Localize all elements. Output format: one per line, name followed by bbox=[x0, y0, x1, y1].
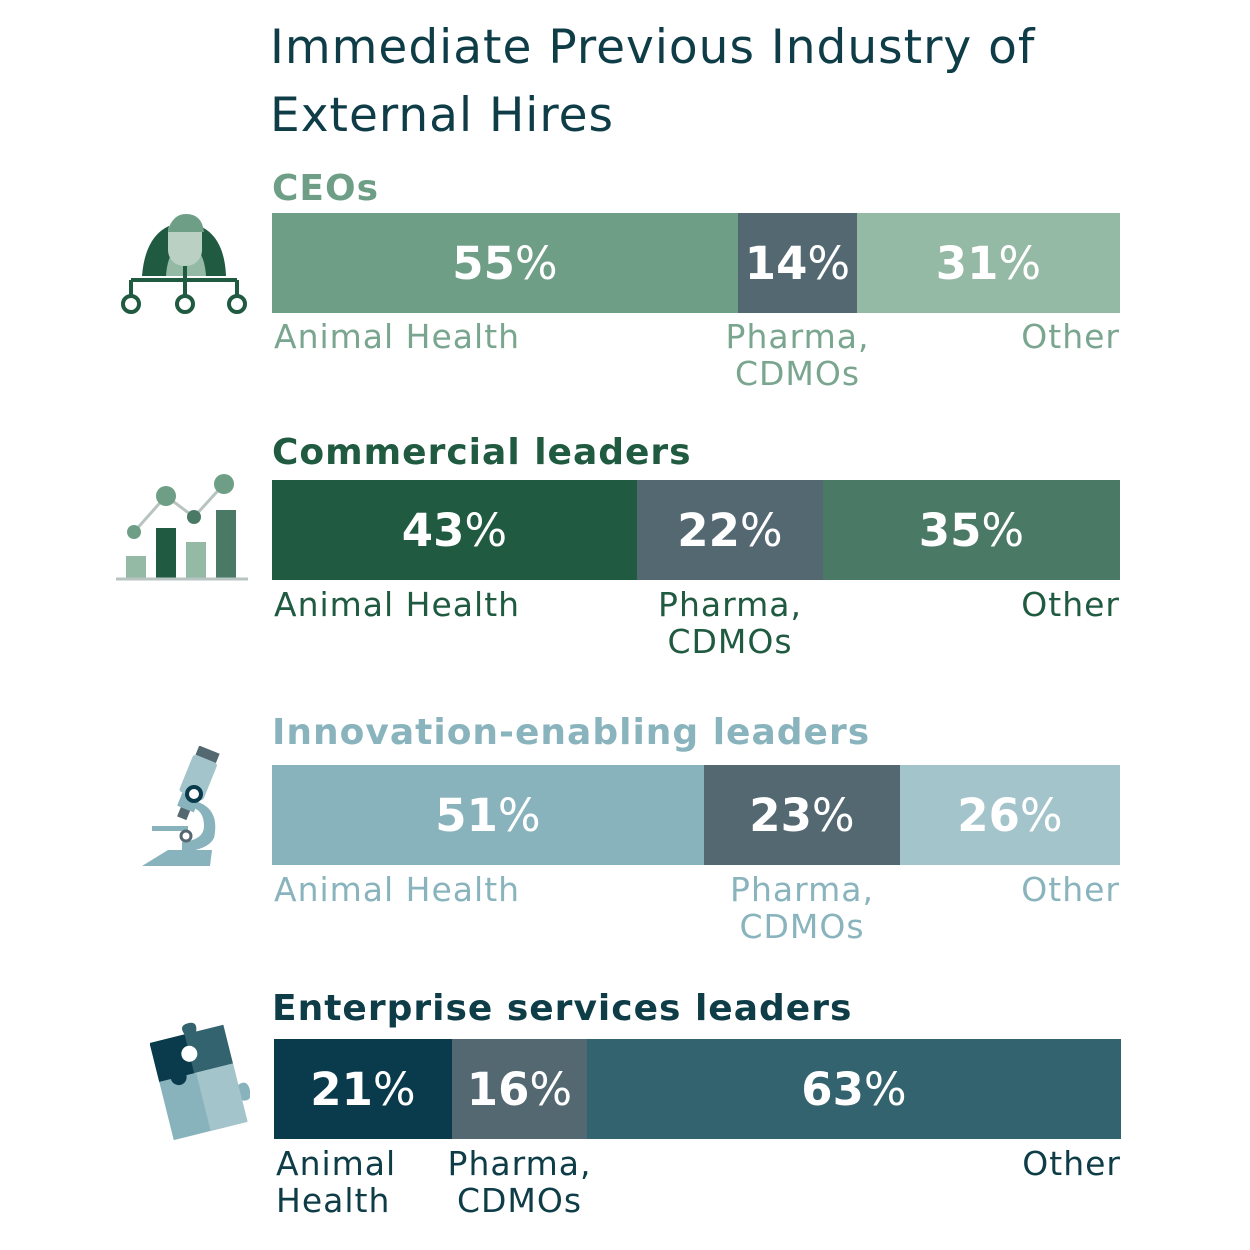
category-label-line: Other bbox=[1021, 317, 1120, 356]
data-label-unit: % bbox=[514, 236, 558, 290]
bar-enterprise-services-leaders: 21% 16% 63% bbox=[274, 1039, 1121, 1139]
data-label-value: 35 bbox=[918, 503, 982, 557]
data-label-value: 51 bbox=[435, 788, 498, 842]
bar-segment-pharma-cdmos: 22% bbox=[637, 480, 823, 580]
category-label-pharma-cdmos: Pharma, CDMOs bbox=[726, 318, 870, 392]
data-label-value: 21 bbox=[310, 1062, 373, 1116]
category-label-other: Other bbox=[1022, 1145, 1121, 1182]
category-label-line: Animal Health bbox=[274, 585, 521, 624]
category-label-pharma-cdmos: Pharma, CDMOs bbox=[658, 586, 802, 660]
category-label-line: Other bbox=[1022, 1144, 1121, 1183]
data-label-value: 14 bbox=[744, 236, 808, 290]
data-label-unit: % bbox=[739, 503, 783, 557]
bar-segment-pharma-cdmos: 14% bbox=[738, 213, 857, 313]
bar-segment-other: 31% bbox=[857, 213, 1120, 313]
category-label-other: Other bbox=[1021, 871, 1120, 908]
category-label-line: Other bbox=[1021, 870, 1120, 909]
data-label-unit: % bbox=[464, 503, 508, 557]
data-label-unit: % bbox=[981, 503, 1025, 557]
category-label-line: Health bbox=[276, 1181, 391, 1220]
category-label-animal-health: Animal Health bbox=[274, 318, 520, 355]
category-label-line: Animal bbox=[276, 1144, 397, 1183]
microscope-icon bbox=[142, 746, 220, 866]
category-label-animal-health: Animal Health bbox=[276, 1145, 396, 1219]
data-label-unit: % bbox=[863, 1062, 907, 1116]
data-label-value: 23 bbox=[749, 788, 812, 842]
category-label-line: CDMOs bbox=[667, 622, 793, 661]
category-label-other: Other bbox=[1021, 586, 1120, 623]
bar-segment-animal-health: 21% bbox=[274, 1039, 452, 1139]
data-label-value: 31 bbox=[935, 236, 999, 290]
org-chart-person-icon bbox=[121, 214, 247, 314]
bar-ceos: 55% 14% 31% bbox=[272, 213, 1120, 313]
bar-commercial-leaders: 43% 22% 35% bbox=[272, 480, 1120, 580]
category-label-pharma-cdmos: Pharma, CDMOs bbox=[448, 1145, 592, 1219]
bar-segment-pharma-cdmos: 23% bbox=[704, 765, 900, 865]
data-label-unit: % bbox=[998, 236, 1042, 290]
data-label-value: 43 bbox=[401, 503, 465, 557]
category-label-other: Other bbox=[1021, 318, 1120, 355]
category-label-line: CDMOs bbox=[734, 354, 861, 393]
data-label-unit: % bbox=[497, 788, 541, 842]
chart-title: Immediate Previous Industry of External … bbox=[270, 20, 1036, 143]
category-label-line: Pharma, bbox=[730, 870, 874, 909]
bar-segment-other: 26% bbox=[900, 765, 1120, 865]
data-label-unit: % bbox=[529, 1062, 573, 1116]
category-label-animal-health: Animal Health bbox=[274, 871, 520, 908]
data-label-value: 16 bbox=[466, 1062, 530, 1116]
data-label-unit: % bbox=[372, 1062, 416, 1116]
category-label-line: Other bbox=[1021, 585, 1120, 624]
data-label-value: 63 bbox=[801, 1062, 864, 1116]
bar-segment-other: 63% bbox=[587, 1039, 1121, 1139]
data-label-value: 22 bbox=[677, 503, 740, 557]
data-label-unit: % bbox=[1019, 788, 1063, 842]
category-label-line: Pharma, bbox=[658, 585, 802, 624]
bar-segment-pharma-cdmos: 16% bbox=[452, 1039, 587, 1139]
category-label-line: Pharma, bbox=[447, 1144, 592, 1183]
category-label-line: CDMOs bbox=[739, 907, 865, 946]
category-label-animal-health: Animal Health bbox=[274, 586, 520, 623]
category-label-line: Animal Health bbox=[274, 317, 521, 356]
bar-innovation-enabling-leaders: 51% 23% 26% bbox=[272, 765, 1120, 865]
data-label-unit: % bbox=[807, 236, 851, 290]
group-title-ceos: CEOs bbox=[272, 168, 380, 209]
category-label-pharma-cdmos: Pharma, CDMOs bbox=[730, 871, 874, 945]
data-label-value: 26 bbox=[957, 788, 1020, 842]
category-label-line: Animal Health bbox=[274, 870, 521, 909]
bar-segment-animal-health: 43% bbox=[272, 480, 637, 580]
data-label-unit: % bbox=[811, 788, 855, 842]
group-title-enterprise-services-leaders: Enterprise services leaders bbox=[272, 988, 853, 1029]
puzzle-pieces-icon bbox=[150, 1022, 250, 1141]
bar-segment-other: 35% bbox=[823, 480, 1120, 580]
category-label-line: Pharma, bbox=[725, 317, 870, 356]
group-title-innovation-enabling-leaders: Innovation-enabling leaders bbox=[272, 712, 871, 753]
category-label-line: CDMOs bbox=[456, 1181, 583, 1220]
bar-segment-animal-health: 55% bbox=[272, 213, 738, 313]
group-title-commercial-leaders: Commercial leaders bbox=[272, 432, 692, 473]
data-label-value: 55 bbox=[452, 236, 515, 290]
bar-segment-animal-health: 51% bbox=[272, 765, 704, 865]
bar-chart-growth-icon bbox=[116, 474, 248, 581]
